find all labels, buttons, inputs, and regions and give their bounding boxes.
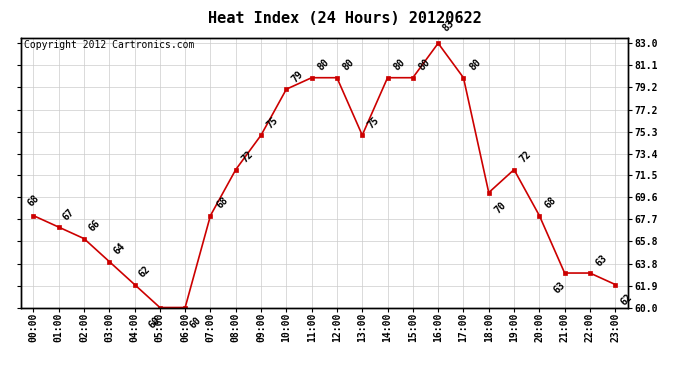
Text: 75: 75 [366,115,382,130]
Text: 68: 68 [26,193,41,208]
Text: 67: 67 [61,207,77,222]
Text: 75: 75 [265,115,280,130]
Text: Heat Index (24 Hours) 20120622: Heat Index (24 Hours) 20120622 [208,11,482,26]
Text: 68: 68 [543,195,558,211]
Text: 64: 64 [112,241,127,256]
Text: 80: 80 [417,57,432,73]
Text: 62: 62 [137,264,152,280]
Text: 70: 70 [493,200,508,215]
Text: 83: 83 [441,18,456,34]
Text: 66: 66 [86,218,102,234]
Text: 80: 80 [315,57,331,73]
Text: Copyright 2012 Cartronics.com: Copyright 2012 Cartronics.com [23,40,194,50]
Text: 63: 63 [552,280,567,296]
Text: 60: 60 [188,315,203,330]
Text: 80: 80 [391,57,406,73]
Text: 72: 72 [239,149,255,165]
Text: 60: 60 [147,315,163,330]
Text: 62: 62 [619,292,634,307]
Text: 80: 80 [467,57,482,73]
Text: 68: 68 [214,195,230,211]
Text: 80: 80 [341,57,356,73]
Text: 72: 72 [518,149,533,165]
Text: 63: 63 [593,253,609,268]
Text: 79: 79 [290,69,306,84]
